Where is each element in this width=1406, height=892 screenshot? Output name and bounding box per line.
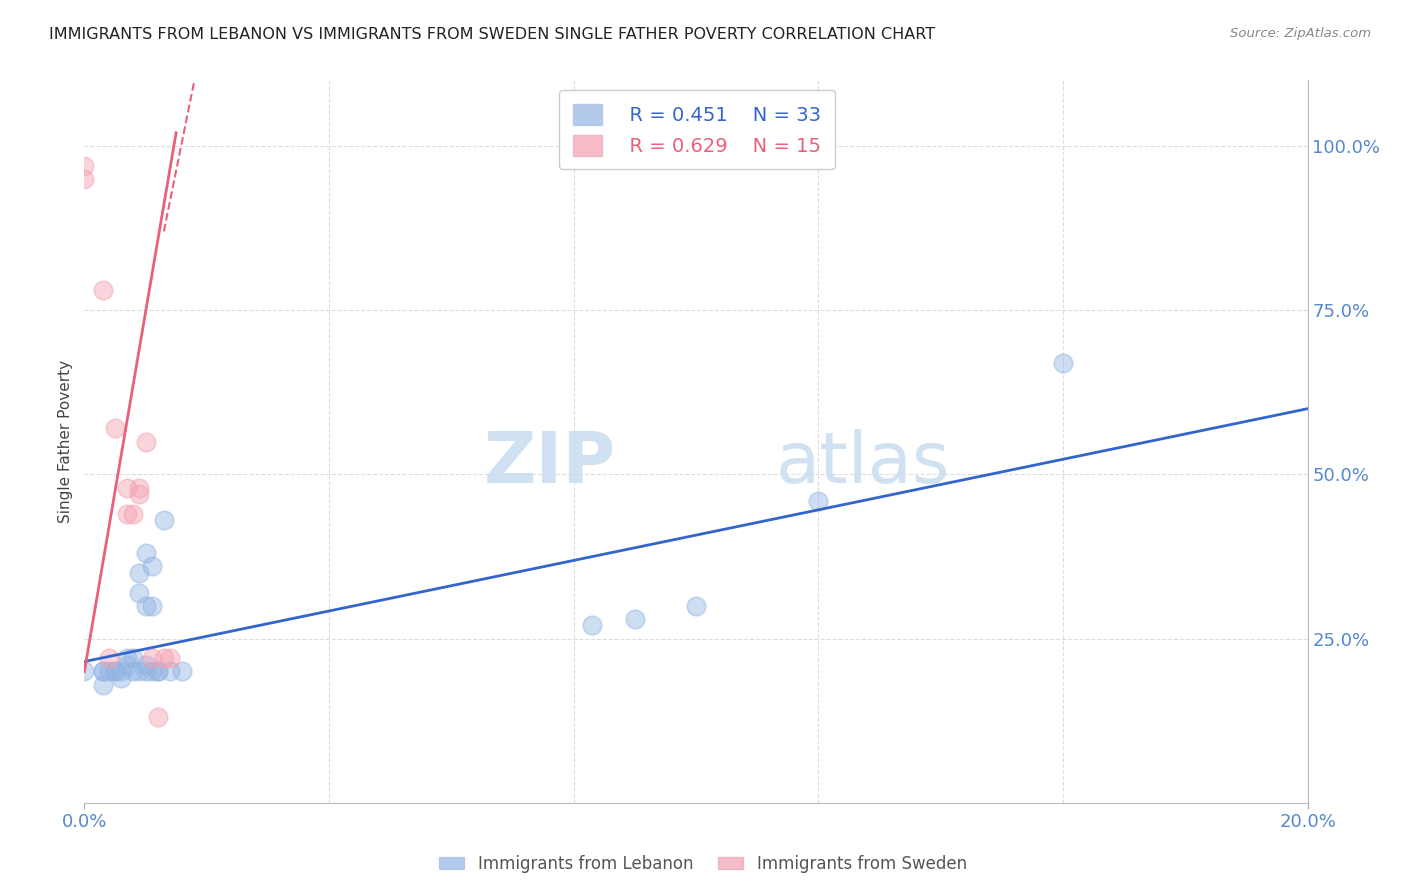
Point xyxy=(135,546,157,560)
Point xyxy=(122,651,145,665)
Point xyxy=(73,159,96,173)
Point xyxy=(104,665,127,679)
Text: Source: ZipAtlas.com: Source: ZipAtlas.com xyxy=(1230,27,1371,40)
Point xyxy=(91,665,114,679)
Text: IMMIGRANTS FROM LEBANON VS IMMIGRANTS FROM SWEDEN SINGLE FATHER POVERTY CORRELAT: IMMIGRANTS FROM LEBANON VS IMMIGRANTS FR… xyxy=(49,27,935,42)
Legend:   R = 0.451    N = 33,   R = 0.629    N = 15: R = 0.451 N = 33, R = 0.629 N = 15 xyxy=(560,90,835,169)
Point xyxy=(685,599,707,613)
Point xyxy=(146,710,169,724)
Point xyxy=(115,507,138,521)
Point xyxy=(135,657,157,672)
Point xyxy=(159,665,181,679)
Point xyxy=(128,481,150,495)
Point xyxy=(122,665,145,679)
Point xyxy=(73,665,96,679)
Point xyxy=(110,671,132,685)
Point xyxy=(141,599,163,613)
Text: ZIP: ZIP xyxy=(484,429,616,498)
Point xyxy=(807,493,830,508)
Y-axis label: Single Father Poverty: Single Father Poverty xyxy=(58,360,73,523)
Point xyxy=(104,421,127,435)
Point xyxy=(115,657,138,672)
Point xyxy=(624,612,647,626)
Point xyxy=(581,618,603,632)
Point xyxy=(128,665,150,679)
Point xyxy=(128,566,150,580)
Point xyxy=(97,651,120,665)
Point xyxy=(91,284,114,298)
Point xyxy=(91,677,114,691)
Point xyxy=(104,665,127,679)
Point xyxy=(1052,356,1074,370)
Point xyxy=(135,434,157,449)
Point xyxy=(91,665,114,679)
Point xyxy=(141,651,163,665)
Point xyxy=(153,651,176,665)
Point xyxy=(141,665,163,679)
Point xyxy=(146,665,169,679)
Point xyxy=(135,599,157,613)
Text: atlas: atlas xyxy=(776,429,950,498)
Point xyxy=(115,651,138,665)
Point xyxy=(110,665,132,679)
Point xyxy=(122,507,145,521)
Point xyxy=(146,665,169,679)
Point xyxy=(159,651,181,665)
Legend: Immigrants from Lebanon, Immigrants from Sweden: Immigrants from Lebanon, Immigrants from… xyxy=(433,848,973,880)
Point xyxy=(141,559,163,574)
Point xyxy=(97,665,120,679)
Point xyxy=(172,665,194,679)
Point xyxy=(128,585,150,599)
Point xyxy=(135,665,157,679)
Point xyxy=(115,481,138,495)
Point xyxy=(73,171,96,186)
Point xyxy=(128,487,150,501)
Point xyxy=(153,513,176,527)
